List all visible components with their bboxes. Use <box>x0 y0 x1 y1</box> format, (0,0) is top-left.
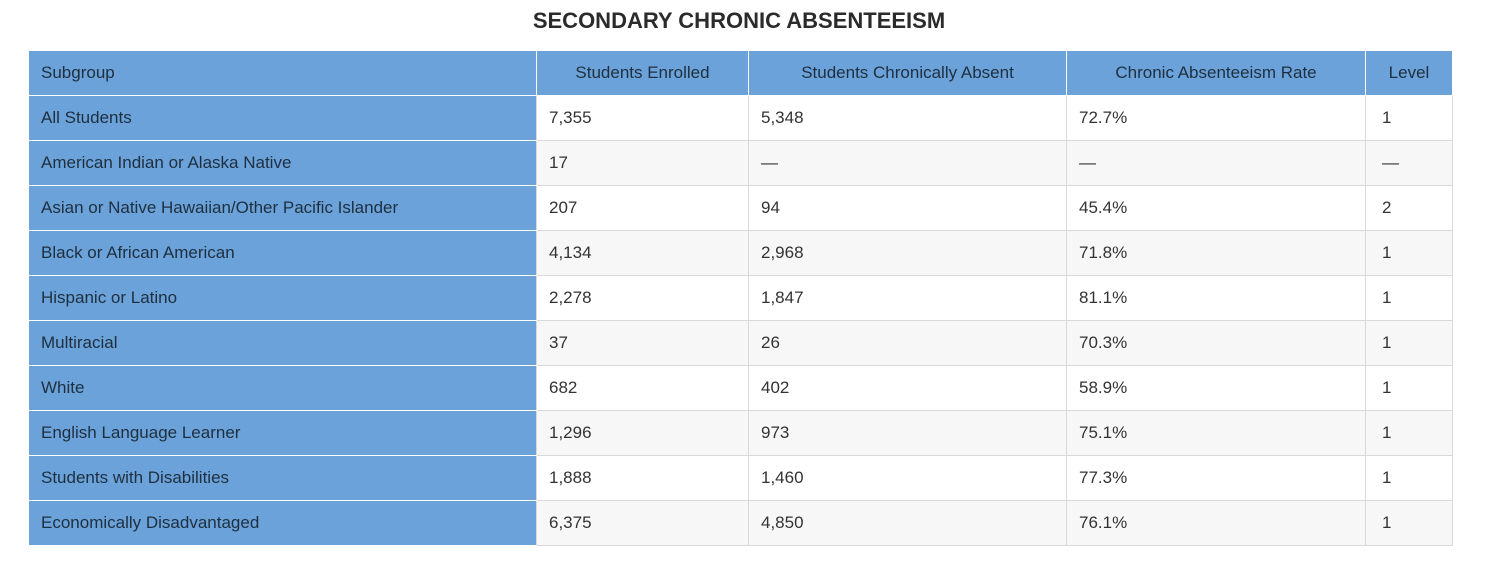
rate-cell: 58.9% <box>1066 365 1366 411</box>
absent-cell: 94 <box>748 185 1067 231</box>
table-row: English Language Learner 1,296 973 75.1%… <box>28 410 1453 456</box>
table-row: Black or African American 4,134 2,968 71… <box>28 230 1453 276</box>
level-cell: 1 <box>1365 410 1453 456</box>
enrolled-cell: 1,888 <box>536 455 749 501</box>
level-cell: — <box>1365 140 1453 186</box>
subgroup-cell: English Language Learner <box>28 410 537 456</box>
level-cell: 1 <box>1365 230 1453 276</box>
table-row: Multiracial 37 26 70.3% 1 <box>28 320 1453 366</box>
table-header-row: Subgroup Students Enrolled Students Chro… <box>28 50 1453 96</box>
level-cell: 1 <box>1365 95 1453 141</box>
absent-cell: 26 <box>748 320 1067 366</box>
level-cell: 1 <box>1365 275 1453 321</box>
table-body: All Students 7,355 5,348 72.7% 1 America… <box>28 95 1453 546</box>
enrolled-cell: 17 <box>536 140 749 186</box>
header-students-chronically-absent: Students Chronically Absent <box>748 50 1067 96</box>
absent-cell: 2,968 <box>748 230 1067 276</box>
header-students-enrolled: Students Enrolled <box>536 50 749 96</box>
subgroup-cell: Students with Disabilities <box>28 455 537 501</box>
absent-cell: 1,460 <box>748 455 1067 501</box>
subgroup-cell: Asian or Native Hawaiian/Other Pacific I… <box>28 185 537 231</box>
rate-cell: 70.3% <box>1066 320 1366 366</box>
subgroup-cell: Economically Disadvantaged <box>28 500 537 546</box>
enrolled-cell: 7,355 <box>536 95 749 141</box>
absenteeism-table: Subgroup Students Enrolled Students Chro… <box>28 50 1453 546</box>
rate-cell: — <box>1066 140 1366 186</box>
level-cell: 1 <box>1365 320 1453 366</box>
enrolled-cell: 682 <box>536 365 749 411</box>
level-cell: 1 <box>1365 500 1453 546</box>
rate-cell: 77.3% <box>1066 455 1366 501</box>
rate-cell: 71.8% <box>1066 230 1366 276</box>
subgroup-cell: Black or African American <box>28 230 537 276</box>
rate-cell: 72.7% <box>1066 95 1366 141</box>
subgroup-cell: American Indian or Alaska Native <box>28 140 537 186</box>
enrolled-cell: 207 <box>536 185 749 231</box>
enrolled-cell: 37 <box>536 320 749 366</box>
absent-cell: 1,847 <box>748 275 1067 321</box>
level-cell: 2 <box>1365 185 1453 231</box>
level-cell: 1 <box>1365 365 1453 411</box>
subgroup-cell: All Students <box>28 95 537 141</box>
subgroup-cell: White <box>28 365 537 411</box>
table-row: White 682 402 58.9% 1 <box>28 365 1453 411</box>
header-chronic-absenteeism-rate: Chronic Absenteeism Rate <box>1066 50 1366 96</box>
absent-cell: 4,850 <box>748 500 1067 546</box>
table-row: All Students 7,355 5,348 72.7% 1 <box>28 95 1453 141</box>
table-row: American Indian or Alaska Native 17 — — … <box>28 140 1453 186</box>
table-row: Economically Disadvantaged 6,375 4,850 7… <box>28 500 1453 546</box>
rate-cell: 76.1% <box>1066 500 1366 546</box>
table-row: Hispanic or Latino 2,278 1,847 81.1% 1 <box>28 275 1453 321</box>
subgroup-cell: Multiracial <box>28 320 537 366</box>
table-title: SECONDARY CHRONIC ABSENTEEISM <box>532 8 946 33</box>
rate-cell: 45.4% <box>1066 185 1366 231</box>
table-row: Asian or Native Hawaiian/Other Pacific I… <box>28 185 1453 231</box>
absent-cell: 402 <box>748 365 1067 411</box>
rate-cell: 81.1% <box>1066 275 1366 321</box>
enrolled-cell: 2,278 <box>536 275 749 321</box>
table-row: Students with Disabilities 1,888 1,460 7… <box>28 455 1453 501</box>
absent-cell: — <box>748 140 1067 186</box>
enrolled-cell: 6,375 <box>536 500 749 546</box>
enrolled-cell: 4,134 <box>536 230 749 276</box>
subgroup-cell: Hispanic or Latino <box>28 275 537 321</box>
enrolled-cell: 1,296 <box>536 410 749 456</box>
level-cell: 1 <box>1365 455 1453 501</box>
header-subgroup: Subgroup <box>28 50 537 96</box>
rate-cell: 75.1% <box>1066 410 1366 456</box>
header-level: Level <box>1365 50 1453 96</box>
absent-cell: 5,348 <box>748 95 1067 141</box>
absent-cell: 973 <box>748 410 1067 456</box>
